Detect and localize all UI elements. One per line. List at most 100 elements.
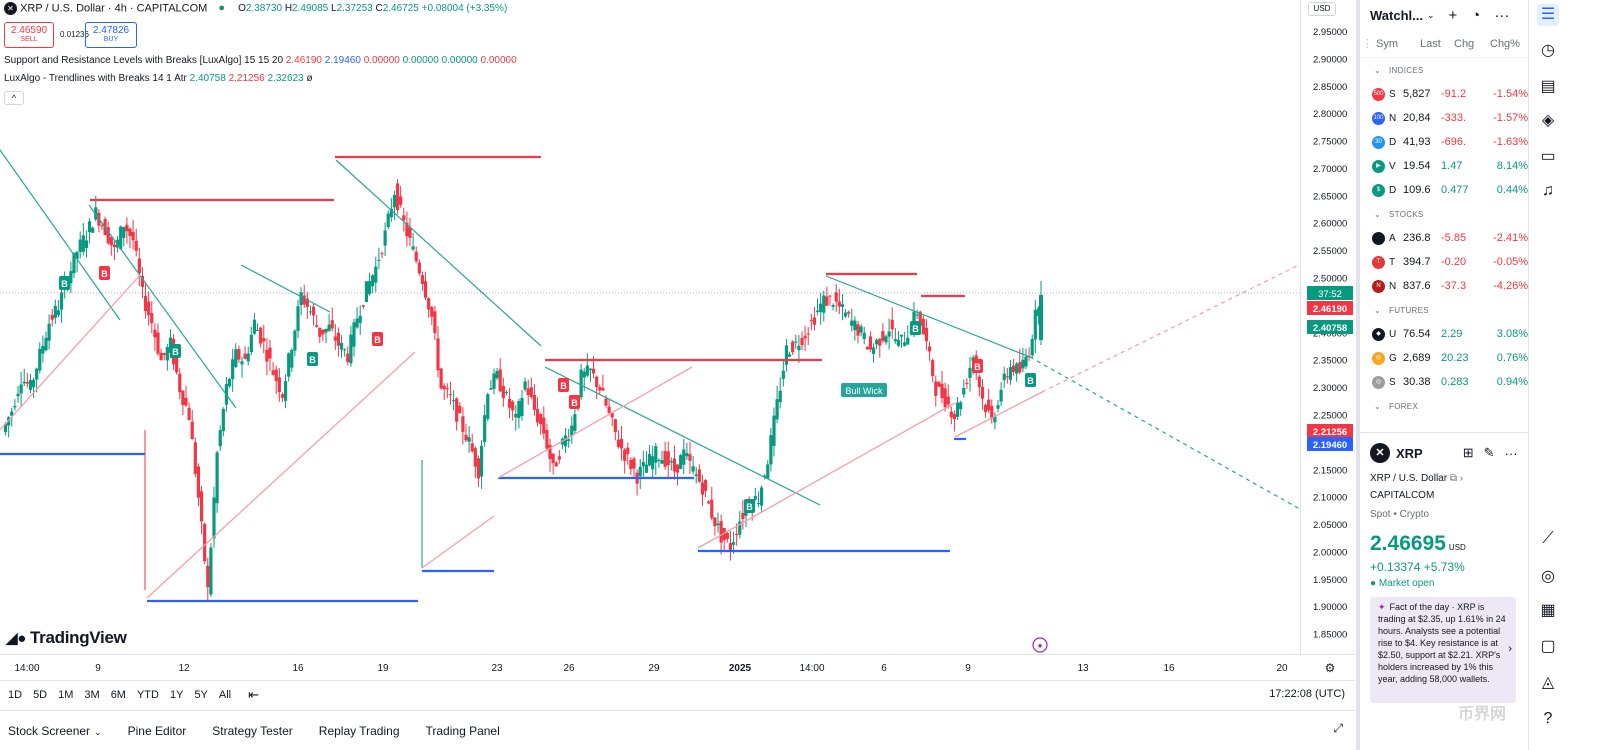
- range-all[interactable]: All: [218, 688, 232, 701]
- watchlist-row[interactable]: A 236.8 -5.85 -2.41%: [1360, 226, 1528, 250]
- watchlist-icon[interactable]: ☰: [1537, 4, 1559, 26]
- section-indices[interactable]: ⌄ INDICES: [1374, 65, 1424, 75]
- candle-body: [545, 429, 549, 449]
- target-icon[interactable]: ◎: [1541, 568, 1555, 585]
- legend-symbol[interactable]: ✕ XRP / U.S. Dollar · 4h · CAPITALCOM ● …: [4, 2, 507, 15]
- candle-body: [249, 334, 253, 353]
- add-symbol-icon[interactable]: +: [1448, 6, 1458, 24]
- advanced-view-icon[interactable]: ◔: [1471, 6, 1481, 24]
- section-futures[interactable]: ⌄ FUTURES: [1374, 305, 1429, 315]
- tab-trading-panel[interactable]: Trading Panel: [425, 723, 500, 738]
- candle-body: [822, 295, 826, 313]
- candle-body: [641, 462, 645, 467]
- watchlist-row[interactable]: T T 394.7 -0.20 -0.05%: [1360, 250, 1528, 274]
- utc-clock[interactable]: 17:22:08 (UTC): [1269, 688, 1345, 700]
- candle-body: [616, 439, 621, 447]
- details-symbol[interactable]: XRP: [1396, 445, 1423, 461]
- range-1m[interactable]: 1M: [58, 688, 74, 701]
- change-percent: 0.44%: [1496, 184, 1528, 196]
- tab-stock-screener[interactable]: Stock Screener ⌄: [8, 723, 102, 738]
- tradingview-logo[interactable]: ◢● TradingView: [6, 628, 127, 647]
- tab-pine-editor[interactable]: Pine Editor: [127, 723, 187, 738]
- candle-body: [262, 338, 266, 342]
- col-last[interactable]: Last: [1420, 37, 1441, 50]
- watchlist-row[interactable]: ◎ S 30.38 0.283 0.94%: [1360, 370, 1528, 394]
- candle-body: [647, 454, 652, 466]
- time-tick-label: 16: [292, 663, 304, 674]
- candle-body: [44, 337, 48, 351]
- last-price: 2,689: [1403, 352, 1431, 364]
- range-1d[interactable]: 1D: [8, 688, 23, 701]
- time-tick-label: 16: [1163, 663, 1175, 674]
- goto-date-icon[interactable]: ⇤: [248, 686, 260, 702]
- grid-icon[interactable]: ⊞: [1462, 445, 1474, 460]
- candle-body: [595, 376, 599, 388]
- collapse-legend-button[interactable]: ^: [4, 91, 24, 105]
- chat-bubble-icon[interactable]: ▢: [1540, 638, 1556, 655]
- chat-icon[interactable]: ▭: [1540, 148, 1556, 165]
- settings-gear-icon[interactable]: ⚙: [1325, 661, 1336, 675]
- break-marker-label: B: [374, 335, 381, 345]
- watchlist-row[interactable]: ▶ V 19.54 1.47 8.14%: [1360, 154, 1528, 178]
- calendar-icon[interactable]: ▦: [1540, 602, 1556, 619]
- range-3m[interactable]: 3M: [84, 688, 100, 701]
- chevron-down-icon[interactable]: ⌄: [1426, 9, 1435, 20]
- candle-body: [451, 400, 456, 402]
- indicator-legend-sr[interactable]: Support and Resistance Levels with Break…: [4, 55, 517, 66]
- range-5d[interactable]: 5D: [33, 688, 48, 701]
- watchlist-row[interactable]: ◆ U 76.54 2.29 3.08%: [1360, 322, 1528, 346]
- candle-body: [479, 445, 484, 477]
- news-icon[interactable]: ▤: [1540, 78, 1556, 95]
- more-icon[interactable]: ···: [1494, 6, 1510, 24]
- break-marker: [569, 395, 580, 409]
- buy-button[interactable]: 2.47826 BUY: [85, 22, 137, 48]
- tab-replay-trading[interactable]: Replay Trading: [318, 723, 400, 738]
- col-sym[interactable]: Sym: [1376, 37, 1398, 50]
- col-chgp[interactable]: Chg%: [1490, 37, 1520, 50]
- section-forex[interactable]: ⌄ FOREX: [1374, 401, 1419, 411]
- layers-icon[interactable]: ◈: [1541, 112, 1555, 129]
- range-5y[interactable]: 5Y: [194, 688, 208, 701]
- indicator-legend-trendlines[interactable]: LuxAlgo - Trendlines with Breaks 14 1 At…: [4, 73, 313, 84]
- candle-body: [542, 417, 546, 434]
- resize-handle-icon[interactable]: ⋮: [1362, 38, 1373, 50]
- watchlist-row[interactable]: 30 D 41,93 -696. -1.63%: [1360, 130, 1528, 154]
- help-icon[interactable]: ?: [1543, 710, 1553, 727]
- candle-body: [893, 339, 897, 342]
- price-scale[interactable]: 2.95000 2.90000 2.85000 2.80000 2.75000 2.700…: [1300, 0, 1355, 668]
- range-ytd[interactable]: YTD: [136, 688, 159, 701]
- range-1y[interactable]: 1Y: [169, 688, 184, 701]
- time-axis[interactable]: 14:00 9 12 16 19 23 26 29 2025 14:00 6 9 13 16 20 ⚙: [0, 654, 1355, 680]
- price-label: 2.46190: [1313, 304, 1347, 315]
- watchlist-row[interactable]: ◎ G 2,689 20.23 0.76%: [1360, 346, 1528, 370]
- bell-icon[interactable]: ♫: [1542, 182, 1554, 199]
- tab-strategy-tester[interactable]: Strategy Tester: [212, 723, 293, 738]
- symbol-logo-icon: ◎: [1372, 351, 1385, 365]
- candle-body: [1015, 363, 1019, 374]
- candle-body: [629, 459, 633, 470]
- edit-icon[interactable]: ✎: [1483, 445, 1495, 460]
- details-name[interactable]: XRP / U.S. Dollar ⧉ ›: [1370, 473, 1464, 484]
- chevron-right-icon[interactable]: ›: [1508, 643, 1512, 655]
- candle-body: [293, 330, 297, 351]
- alerts-clock-icon[interactable]: ◷: [1541, 42, 1555, 59]
- maximize-panel-icon[interactable]: ⤢: [1333, 721, 1343, 735]
- watchlist-row[interactable]: 100 N 20,84 -333. -1.57%: [1360, 106, 1528, 130]
- watchlist-row[interactable]: 500 S 5,827 -91.2 -1.54%: [1360, 82, 1528, 106]
- watchlist-row[interactable]: $ D 109.6 0.477 0.44%: [1360, 178, 1528, 202]
- fact-of-the-day-card[interactable]: ✦ Fact of the day · XRP is trading at $2.…: [1370, 597, 1516, 703]
- sell-button[interactable]: 2.46590 SELL: [4, 22, 54, 48]
- notifications-icon[interactable]: ◬: [1541, 674, 1555, 691]
- candle-body: [439, 368, 443, 389]
- section-stocks[interactable]: ⌄ STOCKS: [1374, 209, 1424, 219]
- watchlist-row[interactable]: N N 837.6 -37.3 -4.26%: [1360, 274, 1528, 298]
- candle-body: [697, 469, 701, 482]
- watchlist-title[interactable]: Watchl...: [1370, 7, 1423, 23]
- col-chg[interactable]: Chg: [1454, 37, 1475, 50]
- range-6m[interactable]: 6M: [110, 688, 126, 701]
- more-icon[interactable]: ···: [1504, 445, 1518, 461]
- drawing-tool-icon[interactable]: ⟋: [1542, 530, 1554, 547]
- currency-button[interactable]: USD: [1308, 2, 1336, 16]
